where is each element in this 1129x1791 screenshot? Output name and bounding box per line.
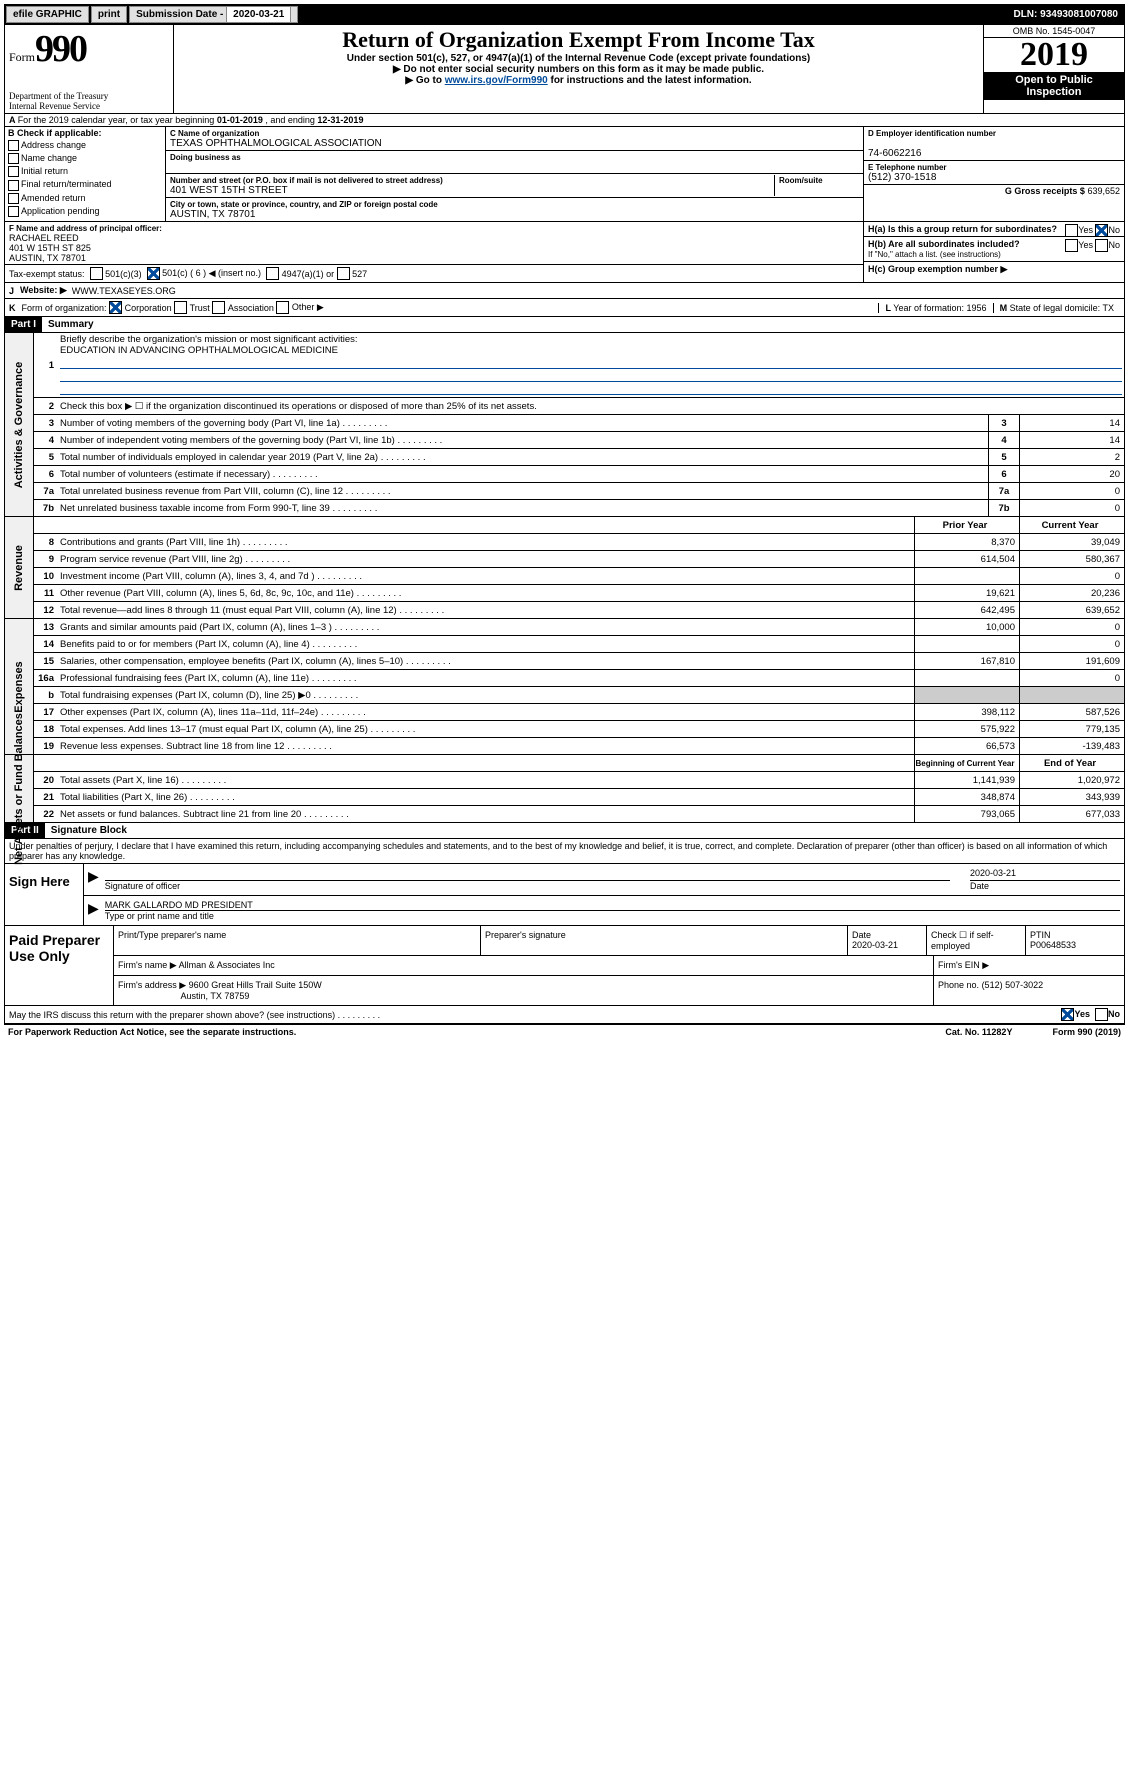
501c-checkbox[interactable]	[147, 267, 160, 280]
paid-preparer-block: Paid Preparer Use Only Print/Type prepar…	[4, 926, 1125, 1006]
other-checkbox[interactable]	[276, 301, 289, 314]
line-19: 19Revenue less expenses. Subtract line 1…	[34, 738, 1124, 754]
hb-no-checkbox[interactable]	[1095, 239, 1108, 252]
gross-receipts: 639,652	[1087, 186, 1120, 196]
line-7b: 7bNet unrelated business taxable income …	[34, 500, 1124, 516]
ha-yes-checkbox[interactable]	[1065, 224, 1078, 237]
line-18: 18Total expenses. Add lines 13–17 (must …	[34, 721, 1124, 738]
top-toolbar: efile GRAPHIC print Submission Date - 20…	[4, 4, 1125, 25]
activities-governance-section: Activities & Governance 1Briefly describ…	[4, 333, 1125, 517]
perjury-declaration: Under penalties of perjury, I declare th…	[4, 839, 1125, 864]
state-domicile: TX	[1102, 303, 1114, 313]
501c3-checkbox[interactable]	[90, 267, 103, 280]
line-9: 9Program service revenue (Part VIII, lin…	[34, 551, 1124, 568]
part-2-header: Part IISignature Block	[4, 823, 1125, 839]
firm-phone: (512) 507-3022	[982, 980, 1044, 990]
firm-name: Allman & Associates Inc	[179, 960, 275, 970]
line-10: 10Investment income (Part VIII, column (…	[34, 568, 1124, 585]
form-number-block: Form990 Department of the Treasury Inter…	[5, 25, 174, 113]
print-button[interactable]: print	[91, 6, 127, 23]
line-12: 12Total revenue—add lines 8 through 11 (…	[34, 602, 1124, 618]
arrow-icon: ▶	[88, 868, 99, 891]
dln-label: DLN: 93493081007080	[1007, 7, 1124, 22]
net-assets-section: Net Assets or Fund Balances Beginning of…	[4, 755, 1125, 823]
line-8: 8Contributions and grants (Part VIII, li…	[34, 534, 1124, 551]
officer-name: RACHAEL REED	[9, 233, 79, 243]
corporation-checkbox[interactable]	[109, 301, 122, 314]
preparer-date: 2020-03-21	[852, 940, 898, 950]
ein: 74-6062216	[868, 148, 921, 159]
mission-text: EDUCATION IN ADVANCING OPHTHALMOLOGICAL …	[60, 345, 338, 356]
discuss-no-checkbox[interactable]	[1095, 1008, 1108, 1021]
line-6: 6Total number of volunteers (estimate if…	[34, 466, 1124, 483]
amended-return-checkbox[interactable]	[8, 193, 19, 204]
line-b: bTotal fundraising expenses (Part IX, co…	[34, 687, 1124, 704]
form-990-page: efile GRAPHIC print Submission Date - 20…	[0, 0, 1129, 1043]
col-d-ein-phone: D Employer identification number74-60622…	[863, 127, 1124, 221]
line-5: 5Total number of individuals employed in…	[34, 449, 1124, 466]
city-state-zip: AUSTIN, TX 78701	[170, 209, 255, 220]
line-3: 3Number of voting members of the governi…	[34, 415, 1124, 432]
section-f-h: F Name and address of principal officer:…	[4, 222, 1125, 283]
ha-no-checkbox[interactable]	[1095, 224, 1108, 237]
sign-date: 2020-03-21	[970, 868, 1120, 881]
year-formation: 1956	[967, 303, 987, 313]
website-url: WWW.TEXASEYES.ORG	[72, 286, 176, 296]
sign-here-block: Sign Here ▶ Signature of officer 2020-03…	[4, 864, 1125, 926]
line-13: 13Grants and similar amounts paid (Part …	[34, 619, 1124, 636]
line-21: 21Total liabilities (Part X, line 26) . …	[34, 789, 1124, 806]
hb-yes-checkbox[interactable]	[1065, 239, 1078, 252]
page-footer: For Paperwork Reduction Act Notice, see …	[4, 1024, 1125, 1039]
line-16a: 16aProfessional fundraising fees (Part I…	[34, 670, 1124, 687]
line-4: 4Number of independent voting members of…	[34, 432, 1124, 449]
form-title: Return of Organization Exempt From Incom…	[178, 27, 979, 53]
row-j-website: JWebsite: ▶ WWW.TEXASEYES.ORG	[4, 283, 1125, 299]
row-a-tax-year: A For the 2019 calendar year, or tax yea…	[4, 114, 1125, 127]
final-return-checkbox[interactable]	[8, 180, 19, 191]
form-header: Form990 Department of the Treasury Inter…	[4, 25, 1125, 114]
submission-date-label: Submission Date - 2020-03-21	[129, 6, 298, 23]
application-pending-checkbox[interactable]	[8, 206, 19, 217]
line-17: 17Other expenses (Part IX, column (A), l…	[34, 704, 1124, 721]
line-22: 22Net assets or fund balances. Subtract …	[34, 806, 1124, 822]
line-7a: 7aTotal unrelated business revenue from …	[34, 483, 1124, 500]
4947-checkbox[interactable]	[266, 267, 279, 280]
org-name: TEXAS OPHTHALMOLOGICAL ASSOCIATION	[170, 138, 382, 149]
street-address: 401 WEST 15TH STREET	[170, 185, 288, 196]
irs-link[interactable]: www.irs.gov/Form990	[445, 75, 548, 86]
col-c-org-info: C Name of organizationTEXAS OPHTHALMOLOG…	[166, 127, 863, 221]
line-20: 20Total assets (Part X, line 16) . . . .…	[34, 772, 1124, 789]
expenses-section: Expenses 13Grants and similar amounts pa…	[4, 619, 1125, 755]
address-change-checkbox[interactable]	[8, 140, 19, 151]
line-14: 14Benefits paid to or for members (Part …	[34, 636, 1124, 653]
initial-return-checkbox[interactable]	[8, 166, 19, 177]
col-b-checkboxes: B Check if applicable: Address change Na…	[5, 127, 166, 221]
phone: (512) 370-1518	[868, 172, 936, 183]
row-k-form-org: KForm of organization: Corporation Trust…	[4, 299, 1125, 317]
header-grid: B Check if applicable: Address change Na…	[4, 127, 1125, 222]
form-title-block: Return of Organization Exempt From Incom…	[174, 25, 983, 113]
trust-checkbox[interactable]	[174, 301, 187, 314]
efile-button[interactable]: efile GRAPHIC	[6, 6, 89, 23]
officer-name-title: MARK GALLARDO MD PRESIDENT	[105, 900, 1120, 911]
association-checkbox[interactable]	[212, 301, 225, 314]
527-checkbox[interactable]	[337, 267, 350, 280]
revenue-section: Revenue Prior YearCurrent Year 8Contribu…	[4, 517, 1125, 619]
ptin: P00648533	[1030, 940, 1076, 950]
may-irs-discuss: May the IRS discuss this return with the…	[4, 1006, 1125, 1024]
line-11: 11Other revenue (Part VIII, column (A), …	[34, 585, 1124, 602]
firm-address: 9600 Great Hills Trail Suite 150W	[189, 980, 322, 990]
arrow-icon: ▶	[88, 900, 99, 921]
line-15: 15Salaries, other compensation, employee…	[34, 653, 1124, 670]
part-1-header: Part ISummary	[4, 317, 1125, 333]
discuss-yes-checkbox[interactable]	[1061, 1008, 1074, 1021]
tax-exempt-label: Tax-exempt status:	[9, 269, 85, 279]
year-block: OMB No. 1545-0047 2019 Open to PublicIns…	[983, 25, 1124, 113]
name-change-checkbox[interactable]	[8, 153, 19, 164]
